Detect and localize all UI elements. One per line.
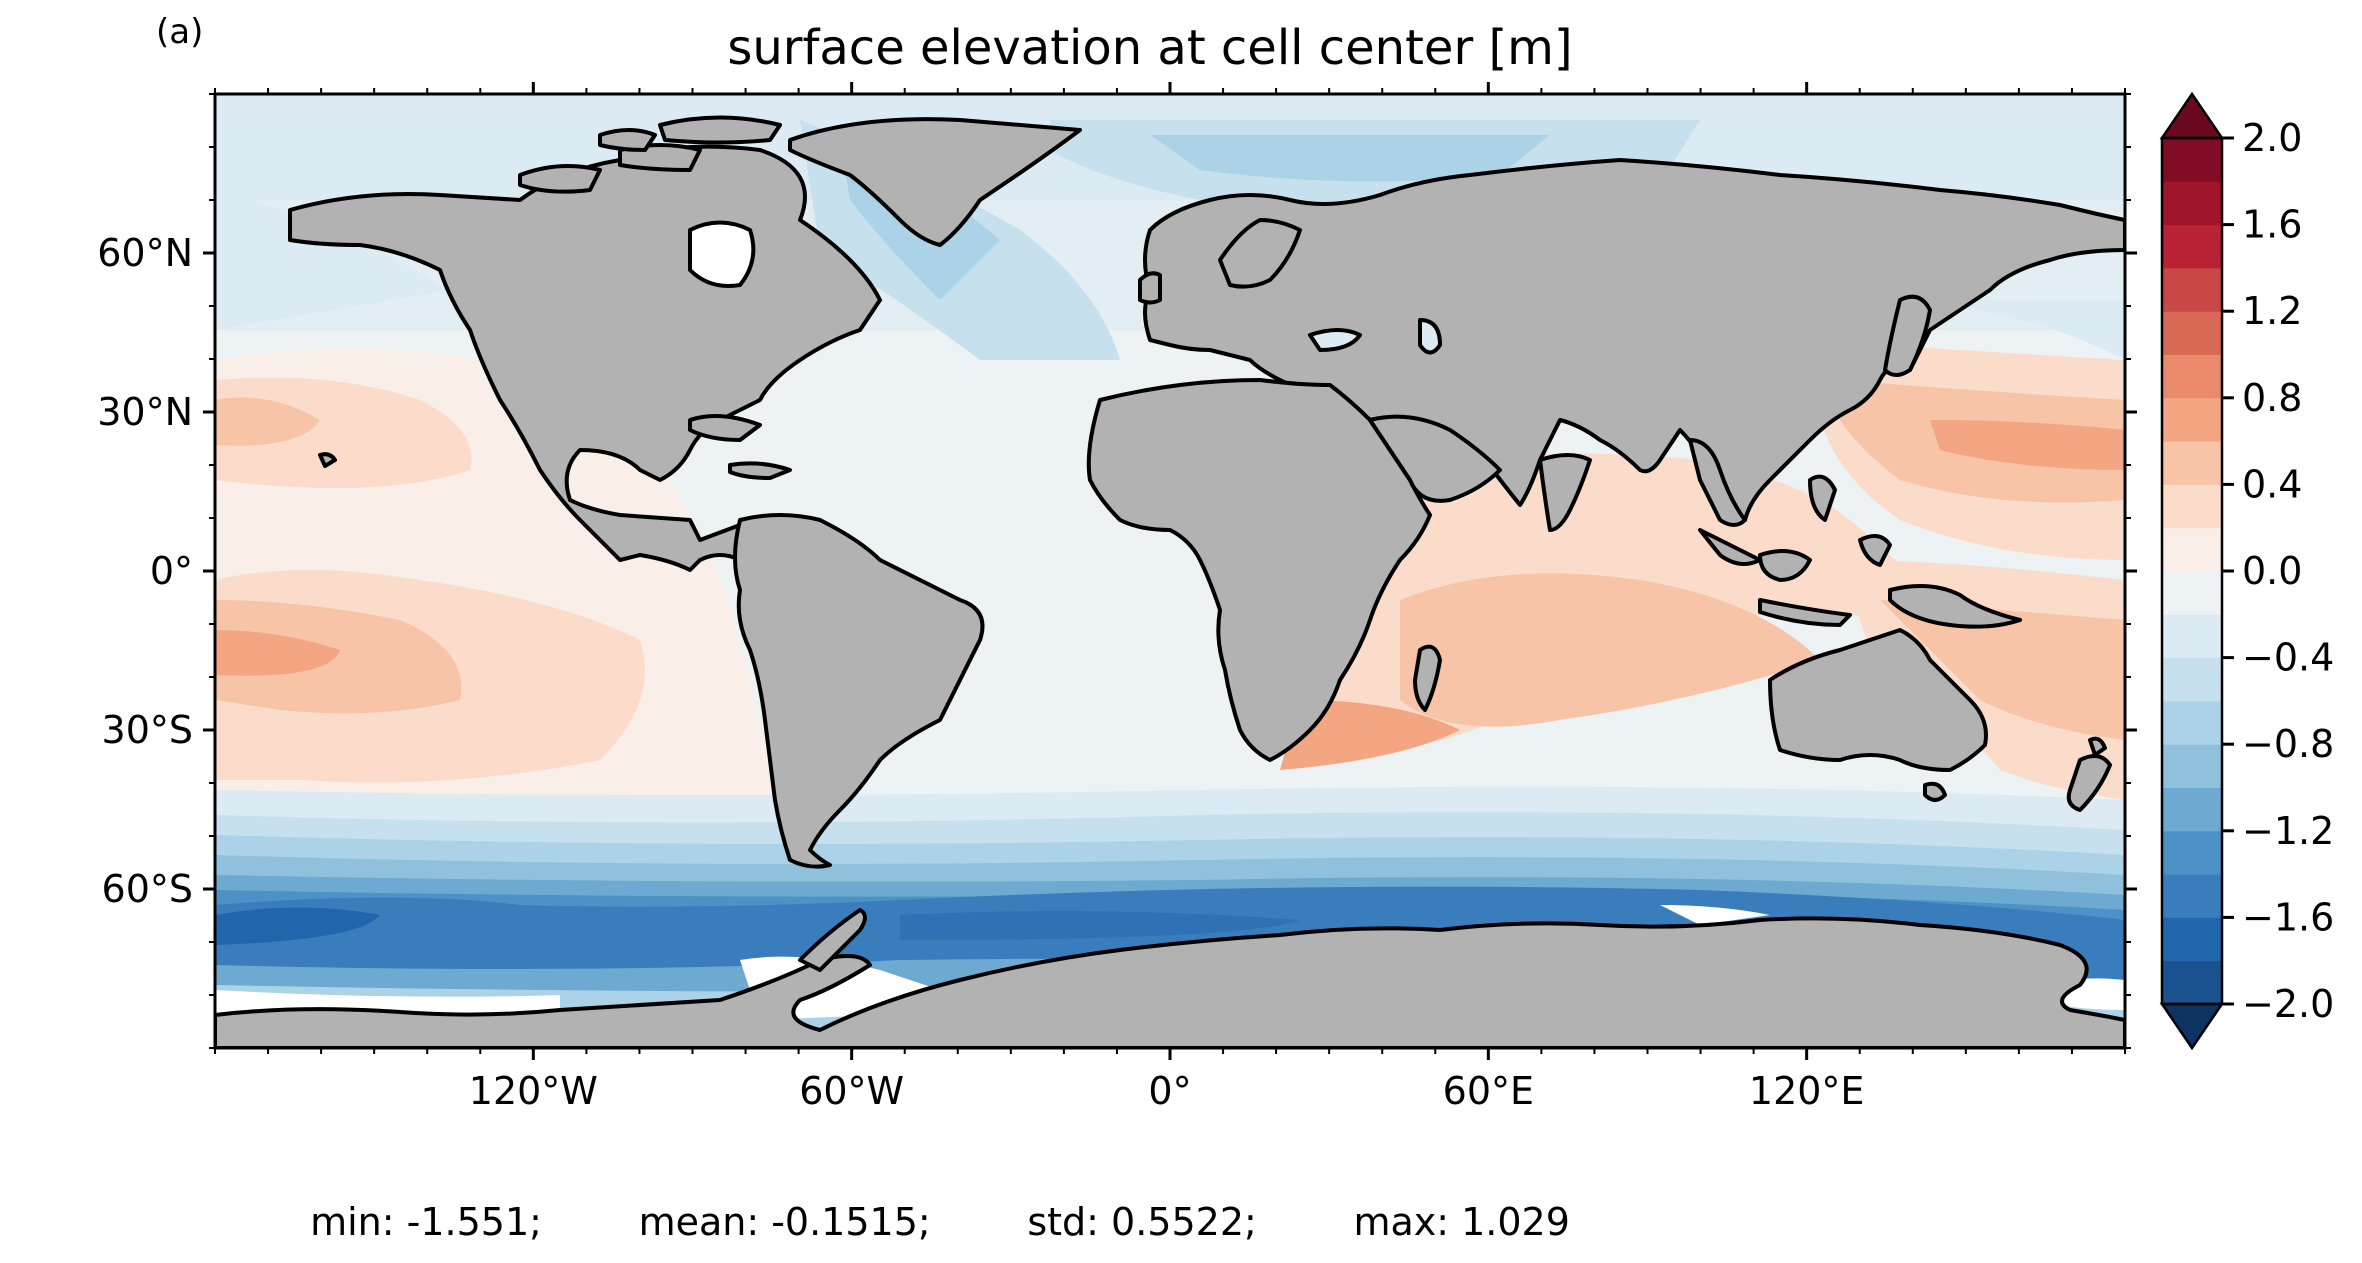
colorbar-extend-low bbox=[2159, 1002, 2225, 1051]
stat-mean: mean: -0.1515; bbox=[638, 1200, 931, 1244]
colorbar-tick-label: −0.8 bbox=[2242, 722, 2334, 766]
colorbar-tick-label: 2.0 bbox=[2242, 116, 2302, 160]
colorbar-segment bbox=[2162, 787, 2222, 832]
y-axis-ticks: 60°N 30°N 0° 30°S 60°S bbox=[97, 93, 2137, 1049]
colorbar-segment bbox=[2162, 267, 2222, 312]
statistics-line: min: -1.551; mean: -0.1515; std: 0.5522;… bbox=[0, 1200, 1880, 1244]
colorbar-tick-label: −2.0 bbox=[2242, 982, 2334, 1026]
x-tick-label: 0° bbox=[1148, 1069, 1191, 1113]
colorbar-segment bbox=[2162, 874, 2222, 918]
colorbar-tick-label: 0.0 bbox=[2242, 549, 2302, 593]
colorbar-segment bbox=[2162, 138, 2222, 182]
colorbar-extend-high bbox=[2159, 91, 2225, 140]
land-antarctica bbox=[215, 916, 2125, 1048]
y-tick-label: 60°N bbox=[97, 231, 193, 275]
colorbar-tick-label: −0.4 bbox=[2242, 636, 2334, 680]
stat-min: min: -1.551; bbox=[310, 1200, 542, 1244]
land-canadian-archipelago bbox=[518, 164, 602, 194]
x-axis-ticks: 120°W 60°W 0° 60°E 120°E bbox=[214, 82, 2126, 1113]
y-tick-label: 30°S bbox=[102, 708, 193, 752]
colorbar-segment bbox=[2162, 917, 2222, 962]
x-tick-label: 60°E bbox=[1443, 1069, 1534, 1113]
land bbox=[215, 115, 2125, 1048]
colorbar-segment bbox=[2162, 181, 2222, 226]
colorbar-segment bbox=[2162, 960, 2222, 1005]
colorbar-segment bbox=[2162, 614, 2222, 659]
land-south-america bbox=[733, 513, 985, 869]
colorbar-segment bbox=[2162, 700, 2222, 745]
colorbar-tick-label: −1.6 bbox=[2242, 895, 2334, 939]
x-tick-label: 60°W bbox=[799, 1069, 904, 1113]
colorbar-tick-label: 0.8 bbox=[2242, 376, 2302, 420]
map-title: surface elevation at cell center [m] bbox=[727, 20, 1573, 76]
colorbar-segment bbox=[2162, 484, 2222, 529]
stat-max: max: 1.029 bbox=[1353, 1200, 1570, 1244]
colorbar-segment bbox=[2162, 397, 2222, 442]
land-madagascar bbox=[1413, 644, 1442, 712]
colorbar-segment bbox=[2162, 311, 2222, 355]
panel-label: (a) bbox=[156, 12, 204, 52]
colorbar-tick-label: −1.2 bbox=[2242, 809, 2334, 853]
land-india bbox=[1538, 453, 1592, 532]
y-tick-label: 60°S bbox=[102, 867, 193, 911]
land-africa bbox=[1086, 378, 1432, 762]
colorbar-segment bbox=[2162, 224, 2222, 269]
colorbar-segment bbox=[2162, 571, 2222, 615]
colorbar-segment bbox=[2162, 441, 2222, 485]
land-greenland bbox=[788, 117, 1082, 247]
stat-std: std: 0.5522; bbox=[1027, 1200, 1257, 1244]
land-japan bbox=[1883, 294, 1932, 377]
colorbar-segment bbox=[2162, 527, 2222, 572]
x-tick-label: 120°W bbox=[469, 1069, 598, 1113]
land-uk bbox=[1138, 271, 1162, 305]
world-map bbox=[215, 94, 2125, 1048]
x-tick-label: 120°E bbox=[1749, 1069, 1865, 1113]
land-new-zealand bbox=[2066, 754, 2112, 812]
colorbar-segment bbox=[2162, 830, 2222, 875]
colorbar-segment bbox=[2162, 657, 2222, 702]
y-tick-label: 30°N bbox=[97, 390, 193, 434]
colorbar: 2.0 1.6 1.2 0.8 0.4 0.0 −0.4 −0.8 −1.2 −1.6 −2.0 bbox=[2159, 91, 2334, 1051]
colorbar-tick-label: 1.2 bbox=[2242, 289, 2302, 333]
y-tick-label: 0° bbox=[150, 549, 193, 593]
land-arabia bbox=[1368, 414, 1502, 503]
land-australia bbox=[1768, 628, 1988, 772]
colorbar-segment bbox=[2162, 744, 2222, 788]
colorbar-tick-label: 0.4 bbox=[2242, 462, 2302, 506]
colorbar-tick-label: 1.6 bbox=[2242, 203, 2302, 247]
colorbar-segment bbox=[2162, 354, 2222, 399]
